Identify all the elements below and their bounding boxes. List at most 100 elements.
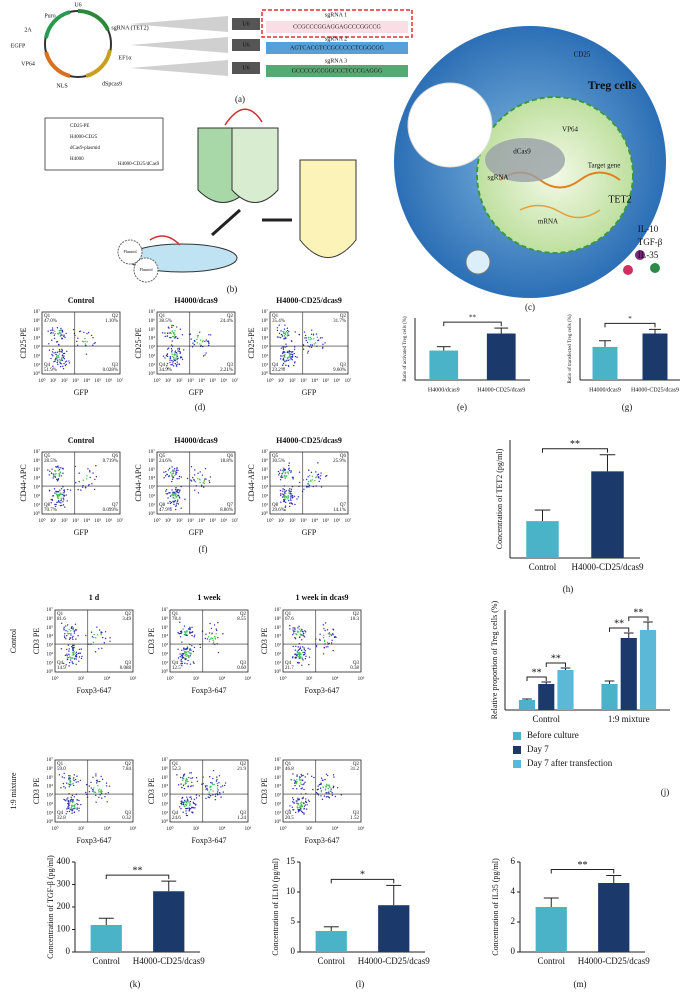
cell-dot bbox=[52, 355, 54, 357]
plasmid-segment bbox=[77, 8, 110, 31]
cell-dot bbox=[311, 344, 314, 346]
cell-dot bbox=[181, 358, 184, 360]
cell-dot bbox=[206, 785, 208, 787]
cell-dot bbox=[67, 803, 70, 806]
cell-dot bbox=[170, 332, 172, 335]
cell-dot bbox=[183, 631, 186, 633]
cell-dot bbox=[223, 784, 226, 787]
y-tick-label: 10³ bbox=[162, 643, 169, 649]
cell-dot bbox=[173, 503, 175, 506]
cell-dot bbox=[296, 800, 298, 802]
cell-dot bbox=[325, 796, 328, 798]
quadrant-value: 20.5 bbox=[285, 816, 294, 821]
cell-dot bbox=[283, 350, 285, 353]
cell-dot bbox=[300, 783, 303, 786]
quadrant-value: 34.9% bbox=[159, 368, 172, 373]
cell-dot bbox=[169, 502, 172, 505]
cell-dot bbox=[281, 334, 284, 336]
cell-dot bbox=[181, 649, 183, 652]
cell-dot bbox=[327, 646, 329, 648]
mrna bbox=[519, 204, 601, 219]
cell-dot bbox=[166, 473, 168, 476]
cell-dot bbox=[292, 809, 295, 811]
cell-dot bbox=[51, 329, 54, 331]
cell-dot bbox=[321, 779, 324, 781]
cell-dot bbox=[178, 347, 180, 349]
cell-dot bbox=[63, 355, 65, 357]
cell-dot bbox=[310, 346, 313, 349]
cell-dot bbox=[182, 811, 184, 813]
sig-bracket bbox=[330, 878, 395, 884]
cell-dot bbox=[297, 653, 299, 655]
cell-dot bbox=[63, 335, 65, 338]
x-tick-label: 10⁶ bbox=[245, 826, 252, 832]
column-title: 1 week in dcas9 bbox=[295, 593, 348, 602]
cell-dot bbox=[289, 353, 291, 355]
plasmid-segment bbox=[44, 10, 71, 39]
sig-bracket bbox=[542, 448, 608, 453]
quadrant-value: 0.719% bbox=[103, 459, 118, 464]
cell-dot bbox=[315, 333, 318, 335]
cell-dot bbox=[190, 777, 192, 780]
cell-dot bbox=[216, 779, 218, 781]
y-tick-label: 10⁷ bbox=[274, 607, 281, 613]
y-tick-label: 10² bbox=[162, 801, 169, 807]
quadrant-name: Q7 bbox=[227, 503, 234, 508]
cell-dot bbox=[321, 798, 324, 801]
cell-dot bbox=[204, 478, 206, 480]
cell-dot bbox=[169, 500, 171, 503]
cell-dot bbox=[209, 622, 211, 625]
cell-dot bbox=[287, 495, 290, 497]
panel-label: (g) bbox=[622, 402, 633, 412]
cell-dot bbox=[90, 631, 93, 633]
cell-dot bbox=[70, 796, 72, 799]
cell-dot bbox=[56, 480, 59, 482]
u6-arrow bbox=[130, 16, 228, 32]
bar bbox=[153, 891, 185, 952]
cell-dot bbox=[179, 489, 181, 491]
cell-dot bbox=[166, 353, 169, 355]
cell-dot bbox=[62, 486, 64, 488]
cell-dot bbox=[69, 800, 72, 803]
cell-dot bbox=[172, 360, 174, 362]
quadrant-name: Q5 bbox=[159, 454, 166, 459]
cell-dot bbox=[188, 801, 190, 803]
u6-box bbox=[232, 62, 260, 74]
cell-dot bbox=[292, 627, 294, 629]
cell-dot bbox=[100, 631, 102, 633]
cytokine bbox=[650, 263, 660, 273]
x-axis-label: Foxp3-647 bbox=[191, 836, 226, 845]
cell-dot bbox=[164, 332, 166, 334]
x-tick-label: 10⁰ bbox=[153, 518, 160, 524]
cell-dot bbox=[287, 351, 289, 354]
cell-dot bbox=[217, 784, 219, 787]
cell-dot bbox=[170, 507, 172, 509]
bar bbox=[526, 521, 559, 558]
cell-dot bbox=[72, 638, 74, 641]
quadrant-value: 70.7% bbox=[44, 508, 57, 513]
cell-dot bbox=[182, 784, 185, 787]
quadrant-value: 1.10% bbox=[105, 319, 118, 324]
cell-dot bbox=[51, 353, 53, 356]
cell-dot bbox=[173, 493, 175, 495]
y-tick-label: 10³ bbox=[47, 643, 54, 649]
cell-dot bbox=[65, 332, 67, 335]
cell-dot bbox=[171, 355, 173, 358]
cell-dot bbox=[68, 638, 71, 641]
cell-dot bbox=[181, 656, 183, 659]
vesicle bbox=[465, 249, 491, 275]
cell-dot bbox=[175, 490, 178, 493]
cell-dot bbox=[96, 779, 98, 781]
cell-dot bbox=[55, 490, 57, 493]
cell-dot bbox=[214, 638, 217, 640]
y-tick-label: 4 bbox=[511, 886, 516, 896]
cell-dot bbox=[166, 355, 169, 358]
cell-dot bbox=[79, 652, 82, 654]
quadrant-name: Q3 bbox=[353, 661, 360, 666]
cell-dot bbox=[185, 780, 187, 782]
quadrant-value: 24.6 bbox=[172, 816, 181, 821]
cell-dot bbox=[166, 332, 169, 335]
cell-dot bbox=[54, 475, 56, 477]
x-tick-label: H4000-CD25/dcas9 bbox=[358, 956, 430, 966]
cell-dot bbox=[73, 658, 76, 660]
